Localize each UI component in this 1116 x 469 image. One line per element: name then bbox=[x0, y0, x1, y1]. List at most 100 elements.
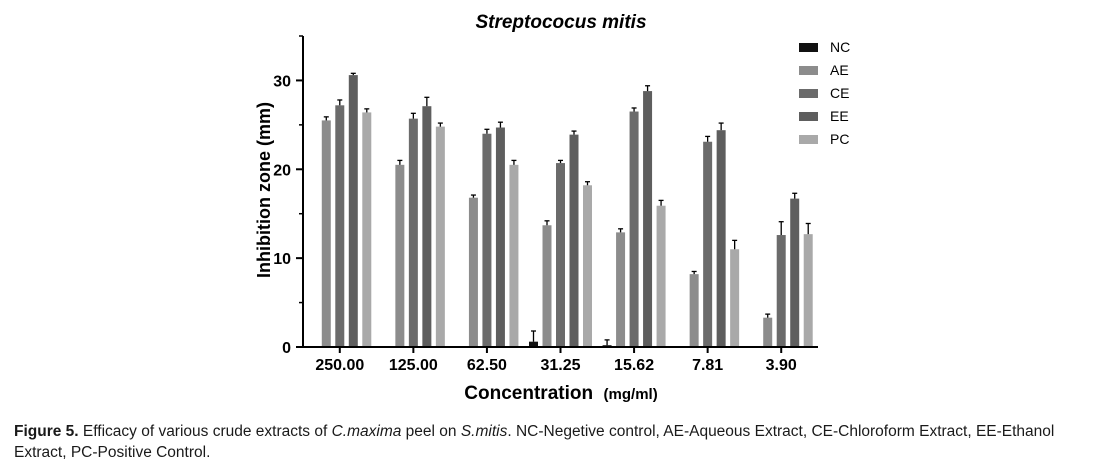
bar-ce-7.81 bbox=[703, 141, 713, 347]
bar-pc-7.81 bbox=[730, 249, 740, 347]
legend-swatch-ee bbox=[799, 112, 818, 121]
x-axis-label-unit: (mg/ml) bbox=[604, 386, 658, 403]
error-bar-pc-3.90 bbox=[805, 222, 811, 235]
x-axis-label-main: Concentration bbox=[464, 383, 593, 404]
error-bar-pc-7.81 bbox=[732, 239, 738, 250]
error-bar-ae-62.50 bbox=[470, 194, 476, 198]
bar-ce-3.90 bbox=[776, 235, 786, 347]
legend-item-nc: NC bbox=[799, 39, 850, 55]
legend-item-pc: PC bbox=[799, 131, 849, 147]
error-bar-ce-250.00 bbox=[337, 99, 343, 106]
bar-ce-31.25 bbox=[556, 163, 565, 347]
x-tick-label-31.25: 31.25 bbox=[540, 357, 580, 374]
bar-ae-7.81 bbox=[689, 274, 699, 347]
legend-swatch-pc bbox=[799, 135, 818, 144]
error-bar-pc-15.62 bbox=[658, 199, 664, 206]
y-tick-label-0: 0 bbox=[282, 340, 291, 357]
legend-item-ce: CE bbox=[799, 85, 849, 101]
error-bar-ee-31.25 bbox=[571, 130, 577, 135]
x-tick-label-125.00: 125.00 bbox=[389, 357, 438, 374]
bar-ee-15.62 bbox=[643, 91, 653, 347]
error-bar-ce-7.81 bbox=[705, 135, 711, 142]
bar-ce-15.62 bbox=[629, 111, 639, 347]
y-tick-label-20: 20 bbox=[273, 162, 291, 179]
bar-ae-31.25 bbox=[542, 225, 552, 347]
error-bar-ae-31.25 bbox=[544, 220, 550, 226]
x-axis-label: Concentration (mg/ml) bbox=[464, 383, 657, 404]
bar-pc-125.00 bbox=[435, 126, 445, 347]
error-bar-nc-15.62 bbox=[604, 339, 610, 346]
bar-ae-250.00 bbox=[321, 120, 331, 347]
x-tick-label-3.90: 3.90 bbox=[766, 357, 797, 374]
x-tick-label-62.50: 62.50 bbox=[467, 357, 507, 374]
error-bar-nc-31.25 bbox=[531, 330, 536, 342]
bar-pc-31.25 bbox=[583, 185, 592, 347]
legend-item-ee: EE bbox=[799, 108, 849, 124]
bar-ee-62.50 bbox=[495, 127, 505, 348]
error-bar-ce-31.25 bbox=[558, 159, 563, 164]
bar-ce-62.50 bbox=[482, 133, 492, 347]
bar-chart: Streptococus mitis 0 10 20 30 250.00 125.00 62… bbox=[254, 12, 850, 404]
legend-label-ce: CE bbox=[830, 85, 849, 101]
bar-pc-3.90 bbox=[803, 234, 813, 347]
error-bar-ae-15.62 bbox=[618, 228, 624, 233]
bar-ae-3.90 bbox=[763, 317, 773, 347]
caption-text-2: peel on bbox=[401, 423, 461, 440]
bar-nc-31.25 bbox=[529, 341, 538, 347]
error-bar-pc-250.00 bbox=[364, 108, 370, 113]
bar-ee-7.81 bbox=[716, 130, 726, 347]
error-bar-ae-250.00 bbox=[323, 116, 329, 121]
caption-figure-label: Figure 5. bbox=[14, 423, 79, 440]
bar-ee-250.00 bbox=[348, 75, 358, 347]
error-bar-ae-7.81 bbox=[691, 270, 697, 275]
bar-pc-250.00 bbox=[362, 112, 372, 347]
legend-swatch-ae bbox=[799, 66, 818, 75]
bar-pc-62.50 bbox=[509, 164, 519, 347]
error-bar-ae-3.90 bbox=[765, 313, 771, 318]
error-bar-ce-125.00 bbox=[410, 112, 416, 119]
legend-label-ae: AE bbox=[830, 62, 849, 78]
caption-species-2: S.mitis bbox=[460, 423, 508, 440]
axes-group: 0 10 20 30 250.00 125.00 62.50 31.25 15.62 7.81 3.… bbox=[273, 35, 818, 374]
chart-title: Streptococus mitis bbox=[475, 12, 646, 33]
bar-ae-125.00 bbox=[395, 164, 405, 347]
error-bar-ae-125.00 bbox=[397, 159, 403, 165]
figure-caption: Figure 5. Efficacy of various crude extr… bbox=[14, 421, 1110, 463]
x-tick-label-15.62: 15.62 bbox=[614, 357, 654, 374]
error-bar-ee-15.62 bbox=[645, 85, 651, 92]
caption-text-1: Efficacy of various crude extracts of bbox=[78, 423, 332, 440]
x-tick-label-7.81: 7.81 bbox=[692, 357, 723, 374]
error-bar-ce-62.50 bbox=[484, 128, 490, 134]
y-tick-label-30: 30 bbox=[273, 73, 291, 90]
legend-swatch-nc bbox=[799, 43, 818, 52]
bar-ee-3.90 bbox=[790, 198, 800, 347]
error-bar-ee-62.50 bbox=[497, 121, 503, 128]
error-bar-ee-3.90 bbox=[792, 192, 798, 199]
legend: NC AE CE EE PC bbox=[799, 39, 850, 147]
bar-ce-125.00 bbox=[408, 118, 418, 347]
error-bar-pc-31.25 bbox=[585, 181, 590, 186]
legend-label-pc: PC bbox=[830, 131, 849, 147]
legend-label-ee: EE bbox=[830, 108, 849, 124]
error-bar-ee-125.00 bbox=[424, 96, 430, 107]
legend-label-nc: NC bbox=[830, 39, 850, 55]
x-tick-label-250.00: 250.00 bbox=[315, 357, 364, 374]
legend-item-ae: AE bbox=[799, 62, 849, 78]
error-bar-ce-15.62 bbox=[631, 107, 637, 112]
error-bar-pc-62.50 bbox=[511, 159, 517, 165]
bar-ae-15.62 bbox=[616, 232, 626, 347]
error-bar-pc-125.00 bbox=[437, 122, 443, 127]
bar-pc-15.62 bbox=[656, 205, 666, 347]
bar-ee-125.00 bbox=[422, 106, 432, 347]
error-bar-ce-3.90 bbox=[778, 221, 784, 236]
error-bar-ee-250.00 bbox=[350, 72, 356, 76]
caption-species-1: C.maxima bbox=[331, 423, 402, 440]
y-tick-label-10: 10 bbox=[273, 251, 291, 268]
bar-ee-31.25 bbox=[569, 134, 579, 347]
caption-text-3: . NC-Negetive control, AE-Aqueous Extrac… bbox=[14, 423, 1055, 461]
legend-swatch-ce bbox=[799, 89, 818, 98]
y-axis-label: Inhibition zone (mm) bbox=[254, 102, 274, 278]
bar-ae-62.50 bbox=[468, 197, 478, 347]
bars-group bbox=[321, 72, 813, 348]
bar-ce-250.00 bbox=[335, 105, 345, 347]
